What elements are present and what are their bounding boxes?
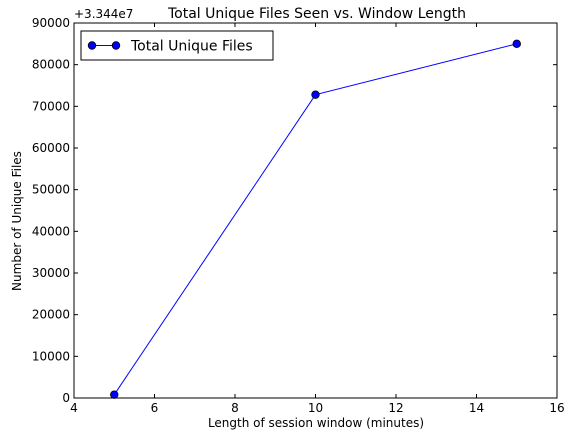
legend-label: Total Unique Files [130, 39, 253, 55]
y-tick-label: 10000 [32, 349, 70, 363]
y-tick-label: 70000 [32, 99, 70, 113]
x-tick-label: 4 [70, 401, 78, 415]
y-tick-label: 0 [62, 391, 70, 405]
legend-marker [87, 41, 97, 50]
data-point [311, 90, 320, 99]
x-tick-label: 8 [231, 401, 239, 415]
plot-frame [73, 22, 558, 399]
y-axis-offset-label: +3.344e7 [74, 7, 133, 21]
legend-marker [111, 41, 121, 50]
y-tick-label: 30000 [32, 266, 70, 280]
y-tick-label: 20000 [32, 308, 70, 322]
data-point [110, 390, 119, 399]
x-tick-label: 12 [388, 401, 403, 415]
y-tick-label: 60000 [32, 141, 70, 155]
series-layer [110, 39, 521, 399]
y-tick-label: 50000 [32, 183, 70, 197]
x-axis-label: Length of session window (minutes) [208, 416, 424, 430]
x-tick-label: 10 [308, 401, 323, 415]
axes: 4 6 8 10 12 14 16 0 10000 20000 30000 40000 50000 600… [32, 16, 565, 415]
y-tick-label: 40000 [32, 224, 70, 238]
x-tick-label: 14 [469, 401, 484, 415]
x-tick-label: 16 [549, 401, 564, 415]
chart-title: Total Unique Files Seen vs. Window Lengt… [167, 6, 466, 22]
x-tick-label: 6 [151, 401, 159, 415]
y-axis-label: Number of Unique Files [10, 151, 24, 291]
legend: Total Unique Files [80, 30, 274, 61]
y-tick-label: 90000 [32, 16, 70, 30]
y-tick-label: 80000 [32, 58, 70, 72]
data-point [512, 39, 521, 49]
